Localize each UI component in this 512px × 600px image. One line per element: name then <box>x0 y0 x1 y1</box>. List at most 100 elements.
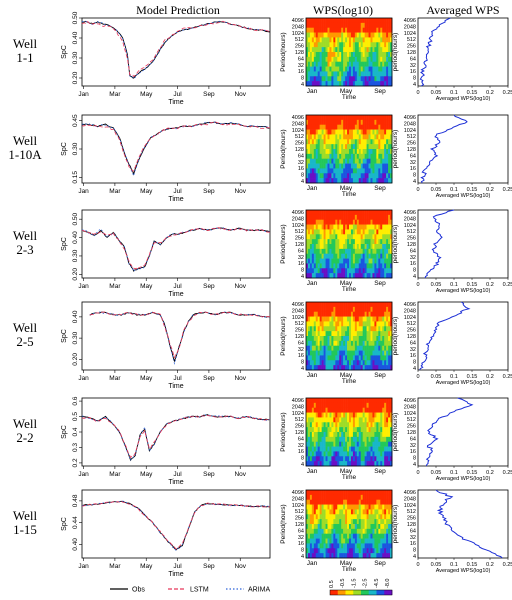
wps-cell <box>390 173 393 179</box>
avg-wps-period-tick: 64 <box>410 528 416 534</box>
wps-cell <box>307 422 311 428</box>
wps-cell <box>343 311 346 317</box>
wps-cell <box>358 417 362 423</box>
wps-cell <box>321 417 324 423</box>
wps-cell <box>323 234 326 240</box>
wps-cell <box>321 456 324 462</box>
wps-cell <box>333 432 336 438</box>
wps-cell <box>337 509 340 515</box>
wps-cell <box>349 42 352 48</box>
wps-cell <box>317 144 320 150</box>
wps-cell <box>362 509 365 515</box>
wps-cell <box>341 210 344 216</box>
wps-cell <box>368 451 371 457</box>
wps-cell <box>374 71 377 77</box>
wps-cell <box>372 268 375 274</box>
wps-cell <box>380 168 383 174</box>
wps-cell <box>341 173 344 179</box>
wps-cell <box>343 173 346 179</box>
wps-cell <box>358 326 362 332</box>
wps-cell <box>333 402 336 409</box>
wps-cell <box>327 538 330 544</box>
wps-cell <box>323 115 326 121</box>
wps-cell <box>378 524 381 530</box>
wps-cell <box>380 345 383 351</box>
wps-period-tick: 64 <box>298 340 304 346</box>
wps-cell <box>350 336 354 342</box>
wps-cell <box>370 115 373 121</box>
wps-cell <box>366 494 369 501</box>
wps-cell <box>315 61 319 67</box>
wps-cell <box>378 321 381 327</box>
wps-cell <box>327 134 330 140</box>
avg-wps-period-tick: 32 <box>410 63 416 69</box>
wps-cell <box>378 538 381 544</box>
wps-cell <box>311 543 315 549</box>
wps-cell <box>325 417 328 423</box>
wps-cell <box>382 224 385 230</box>
wps-cell <box>321 553 324 559</box>
wps-cell <box>384 144 387 150</box>
wps-cell <box>311 273 315 279</box>
wps-cell <box>345 494 348 501</box>
wps-cell <box>331 321 334 327</box>
wps-cell <box>333 42 336 48</box>
wps-cell <box>364 178 367 184</box>
wps-cell <box>364 273 367 279</box>
wps-cell <box>327 543 330 549</box>
wps-cell <box>380 253 383 259</box>
wps-cell <box>339 302 342 308</box>
wps-cell <box>343 71 346 77</box>
wps-cell <box>366 548 369 554</box>
wps-cell <box>376 533 379 539</box>
wps-period-tick: 512 <box>295 37 304 43</box>
wps-cell <box>362 311 365 317</box>
colorbar-tick-label: -0.5 <box>340 579 346 588</box>
wps-cell <box>335 134 338 140</box>
wps-cell <box>323 514 326 520</box>
wps-cell <box>323 302 326 308</box>
wps-cell <box>374 234 377 240</box>
wps-cell <box>368 134 371 140</box>
wps-cell <box>370 302 373 308</box>
wps-cell <box>376 326 379 332</box>
wps-cell <box>364 499 367 505</box>
wps-cell <box>388 365 391 371</box>
wps-cell <box>327 178 330 184</box>
wps-cell <box>313 402 317 409</box>
wps-cell <box>347 214 350 221</box>
wps-cell <box>372 311 375 317</box>
avg-wps-period-tick: 512 <box>407 134 416 140</box>
wps-cell <box>331 263 334 269</box>
y-tick-label: 0.15 <box>72 171 79 184</box>
wps-cell <box>384 336 387 342</box>
wps-cell <box>366 306 369 313</box>
wps-cell <box>317 42 320 48</box>
wps-cell <box>350 173 354 179</box>
wps-cell <box>362 456 365 462</box>
wps-cell <box>352 528 356 535</box>
wps-cell <box>370 432 373 438</box>
wps-cell <box>376 336 379 342</box>
avg-wps-x-tick-label: 0.25 <box>503 562 512 568</box>
wps-cell <box>329 210 332 216</box>
wps-cell <box>307 407 311 413</box>
wps-heatmap <box>306 490 393 559</box>
wps-period-tick: 16 <box>298 541 304 547</box>
wps-cell <box>339 263 342 269</box>
avg-wps-period-tick: 8 <box>413 360 416 366</box>
wps-cell <box>360 244 363 250</box>
wps-cell <box>388 119 391 126</box>
wps-cell <box>354 422 358 428</box>
wps-cell <box>339 210 342 216</box>
avg-wps-x-tick-label: 0.25 <box>503 187 512 193</box>
wps-cell <box>382 402 385 409</box>
wps-cell <box>319 446 322 452</box>
wps-cell <box>341 263 344 269</box>
wps-cell <box>343 365 346 371</box>
wps-cell <box>329 336 332 342</box>
wps-cell <box>315 248 319 255</box>
wps-cell <box>366 528 369 535</box>
wps-cell <box>352 494 356 501</box>
wps-cell <box>317 331 320 337</box>
